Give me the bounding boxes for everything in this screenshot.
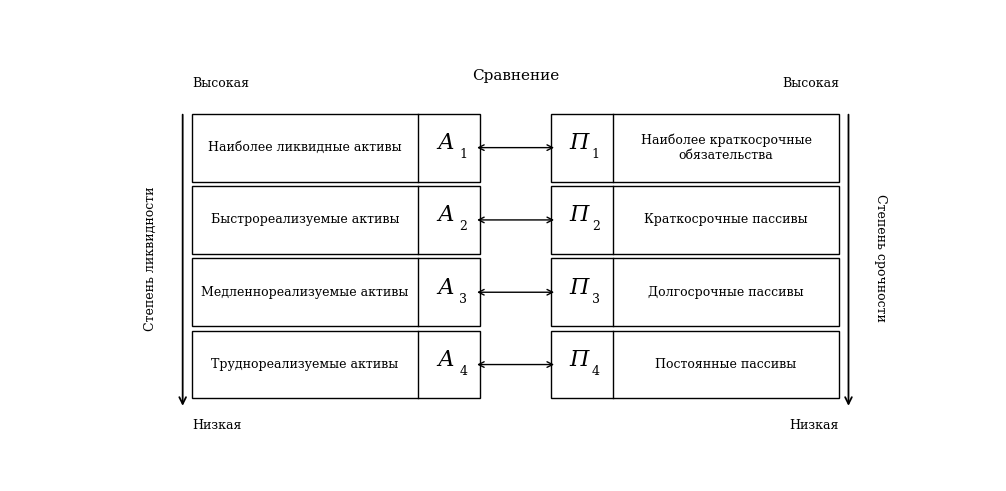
Text: П: П — [569, 277, 589, 299]
Text: А: А — [438, 132, 455, 154]
Text: 2: 2 — [460, 220, 467, 233]
Bar — [192, 114, 481, 182]
Text: Долгосрочные пассивы: Долгосрочные пассивы — [648, 286, 804, 299]
Text: А: А — [438, 349, 455, 371]
Text: 2: 2 — [592, 220, 600, 233]
Text: 1: 1 — [460, 148, 468, 161]
Text: 4: 4 — [460, 365, 468, 378]
Text: Низкая: Низкая — [192, 419, 241, 432]
Text: Постоянные пассивы: Постоянные пассивы — [656, 358, 797, 371]
Bar — [550, 330, 839, 398]
Text: П: П — [569, 204, 589, 226]
Text: П: П — [569, 349, 589, 371]
Text: А: А — [438, 204, 455, 226]
Text: Наиболее ликвидные активы: Наиболее ликвидные активы — [208, 141, 401, 154]
Bar — [192, 330, 481, 398]
Text: 3: 3 — [460, 293, 468, 305]
Text: Степень срочности: Степень срочности — [874, 194, 887, 322]
Text: 4: 4 — [592, 365, 600, 378]
Text: Сравнение: Сравнение — [472, 69, 559, 83]
Text: Низкая: Низкая — [790, 419, 839, 432]
Bar — [192, 186, 481, 254]
Text: Медленнореализуемые активы: Медленнореализуемые активы — [201, 286, 408, 299]
Text: Степень ликвидности: Степень ликвидности — [144, 186, 157, 330]
Text: Высокая: Высокая — [782, 77, 839, 90]
Text: П: П — [569, 132, 589, 154]
Text: Наиболее краткосрочные
обязательства: Наиболее краткосрочные обязательства — [641, 134, 812, 162]
Bar — [550, 258, 839, 326]
Text: Труднореализуемые активы: Труднореализуемые активы — [211, 358, 398, 371]
Bar — [550, 186, 839, 254]
Bar — [192, 258, 481, 326]
Text: 1: 1 — [592, 148, 600, 161]
Text: Быстрореализуемые активы: Быстрореализуемые активы — [211, 214, 399, 226]
Text: Краткосрочные пассивы: Краткосрочные пассивы — [644, 214, 808, 226]
Text: Высокая: Высокая — [192, 77, 249, 90]
Bar — [550, 114, 839, 182]
Text: А: А — [438, 277, 455, 299]
Text: 3: 3 — [592, 293, 600, 305]
